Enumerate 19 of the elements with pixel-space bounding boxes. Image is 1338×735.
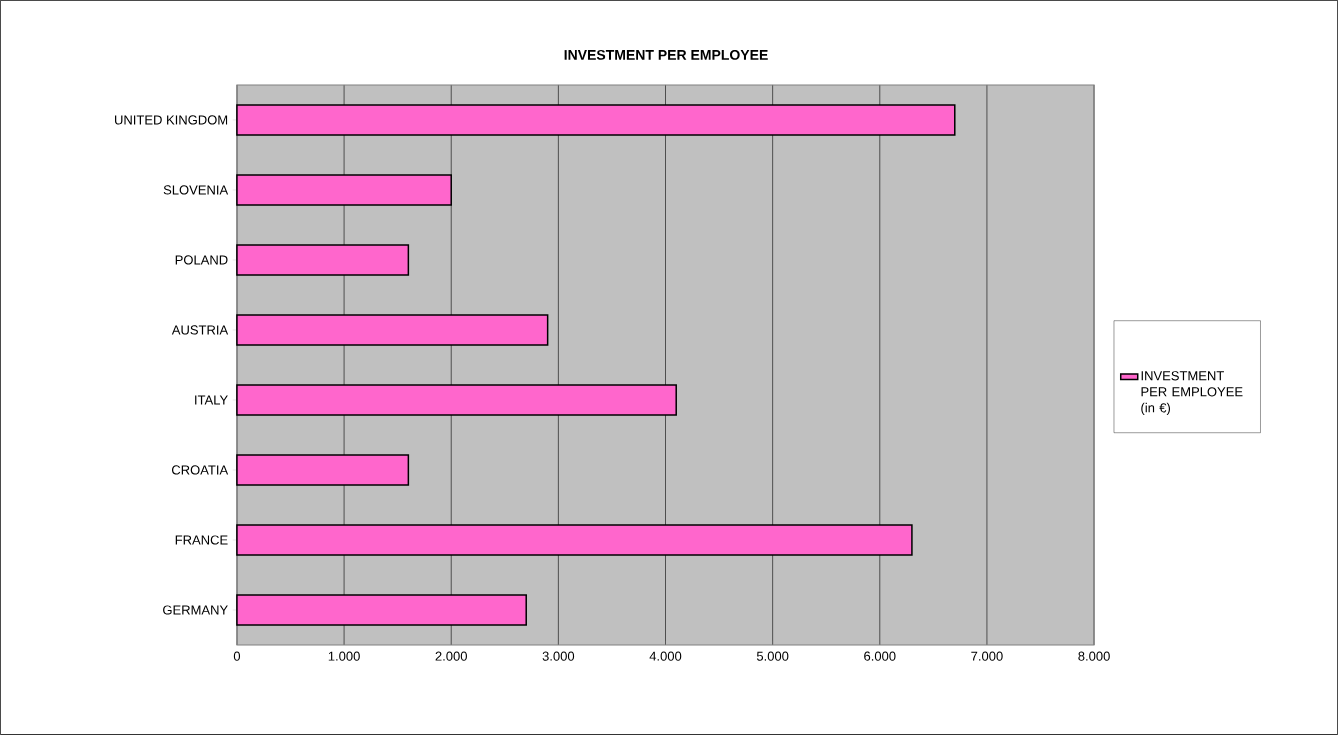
x-tick-label: 8.000 (1078, 651, 1110, 661)
y-tick-label: SLOVENIA (163, 185, 229, 195)
x-tick-label: 2.000 (435, 651, 467, 661)
y-tick-label: UNITED KINGDOM (115, 115, 228, 125)
y-tick-label: ITALY (195, 395, 228, 405)
x-tick-label: 7.000 (971, 651, 1003, 661)
x-tick-label: 5.000 (756, 651, 789, 661)
x-tick-label: 4.000 (649, 651, 682, 661)
x-tick-label: 3.000 (542, 651, 575, 661)
y-tick-label: CROATIA (171, 465, 229, 475)
y-tick-label: GERMANY (163, 605, 228, 615)
y-tick-label: POLAND (175, 255, 228, 265)
x-tick-label: 0 (233, 651, 241, 661)
legend-label: INVESTMENT PER EMPLOYEE (in €) (1141, 371, 1243, 416)
x-tick-label: 6.000 (864, 651, 896, 661)
y-tick-label: FRANCE (175, 535, 228, 545)
chart-title: INVESTMENT PER EMPLOYEE (564, 49, 768, 60)
x-tick-label: 1.000 (328, 651, 360, 661)
y-tick-label: AUSTRIA (171, 325, 229, 335)
